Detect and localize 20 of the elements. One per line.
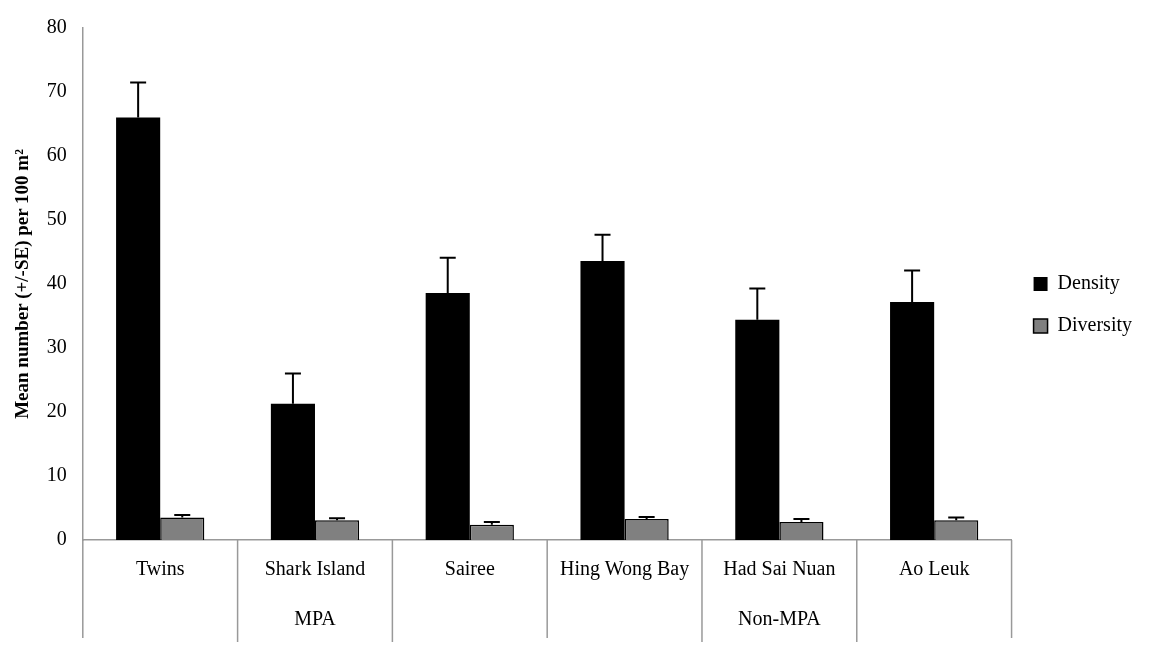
y-tick-label: 40: [46, 271, 67, 294]
y-tick-label: 60: [46, 143, 67, 166]
legend-label: Density: [1057, 271, 1120, 295]
y-tick-label: 30: [46, 335, 67, 358]
y-tick-label: 0: [56, 527, 67, 550]
text: Non-MPA: [738, 607, 822, 630]
x-tick-label: Twins: [135, 557, 185, 580]
y-axis-title: Mean number (+/-SE) per 100 m²: [11, 148, 34, 419]
text: MPA: [294, 607, 337, 630]
x-tick-label: Shark Island: [264, 557, 366, 580]
x-tick-label: Had Sai Nuan: [723, 557, 836, 580]
y-tick-label: 80: [46, 15, 67, 38]
y-tick-label: 50: [46, 207, 67, 230]
x-tick-label: Hing Wong Bay: [560, 557, 690, 581]
y-tick-label: 10: [46, 463, 67, 486]
x-tick-label: Sairee: [444, 557, 495, 580]
legend-label: Diversity: [1057, 313, 1132, 337]
y-tick-label: 70: [46, 79, 67, 102]
y-tick-label: 20: [46, 399, 67, 422]
x-tick-label: Ao Leuk: [898, 557, 970, 580]
